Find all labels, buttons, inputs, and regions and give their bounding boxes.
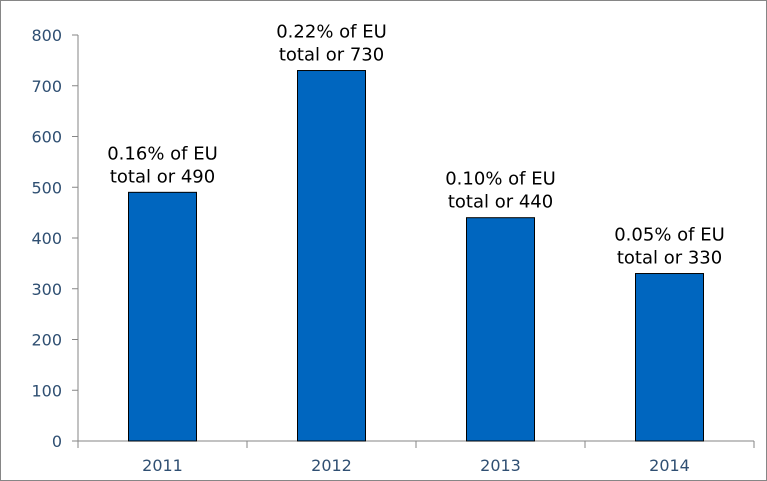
data-label-line-1: 0.10% of EU — [445, 169, 556, 190]
data-label-line-2: total or 330 — [617, 248, 722, 269]
data-label-line-2: total or 730 — [279, 45, 384, 66]
data-label-line-2: total or 440 — [448, 192, 553, 213]
data-label-line-1: 0.05% of EU — [614, 225, 725, 246]
x-tick-label: 2014 — [649, 456, 690, 475]
y-axis: 0 100 200 300 400 500 600 700 800 — [31, 26, 79, 451]
data-label-line-1: 0.16% of EU — [107, 143, 218, 164]
y-tick-label: 200 — [31, 331, 62, 350]
x-tick-label: 2011 — [142, 456, 183, 475]
y-tick-label: 800 — [31, 26, 62, 45]
y-tick-label: 600 — [31, 128, 62, 147]
data-label-line-1: 0.22% of EU — [276, 22, 387, 43]
y-tick-label: 500 — [31, 178, 62, 197]
bar — [297, 70, 366, 442]
x-axis: 2011 2012 2013 2014 — [77, 440, 755, 475]
bars — [128, 70, 704, 442]
bar — [128, 191, 197, 442]
x-tick-label: 2013 — [480, 456, 521, 475]
y-tick-label: 700 — [31, 77, 62, 96]
data-label-line-2: total or 490 — [110, 166, 215, 187]
y-tick-label: 0 — [52, 432, 62, 451]
y-tick-label: 100 — [31, 381, 62, 400]
y-tick-label: 300 — [31, 280, 62, 299]
y-tick-label: 400 — [31, 229, 62, 248]
x-tick-label: 2012 — [311, 456, 352, 475]
bar — [635, 273, 704, 442]
bar — [466, 217, 535, 442]
